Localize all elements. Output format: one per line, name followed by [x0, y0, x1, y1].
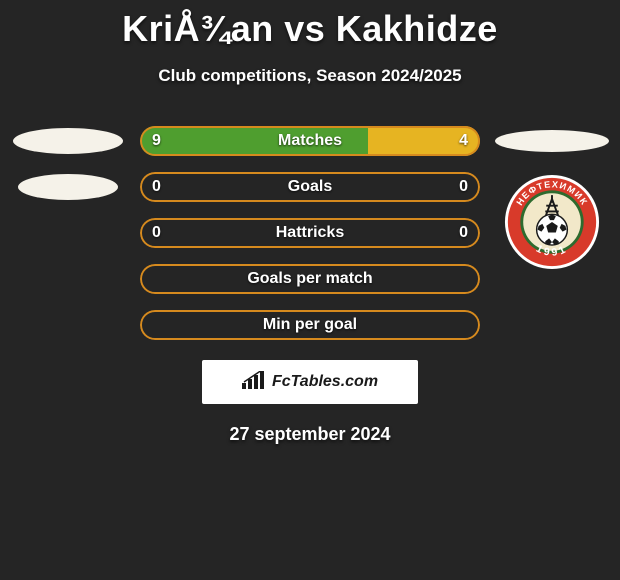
placeholder-ellipse	[495, 130, 609, 152]
stat-bar-label: Matches	[140, 126, 480, 156]
stat-bar: Goals per match	[140, 264, 480, 294]
stat-row-left-slot	[8, 310, 128, 340]
stat-row-left-slot	[8, 126, 128, 156]
chart-bars-icon	[242, 371, 266, 394]
date-line: 27 september 2024	[0, 424, 620, 445]
stat-bar-right-value: 4	[459, 126, 468, 156]
stat-bar-label: Hattricks	[140, 218, 480, 248]
stat-bar-label: Goals	[140, 172, 480, 202]
stat-row-left-slot	[8, 172, 128, 202]
placeholder-ellipse	[13, 128, 123, 154]
fctables-card: FcTables.com	[202, 360, 418, 404]
stat-bar: Goals0 0	[140, 172, 480, 202]
stat-bar: Hattricks0 0	[140, 218, 480, 248]
stat-bar-left-value: 0	[152, 218, 161, 248]
stat-bar-right-value: 0	[459, 172, 468, 202]
page-title: KriÅ¾an vs Kakhidze	[0, 0, 620, 50]
page-subtitle: Club competitions, Season 2024/2025	[0, 66, 620, 86]
stat-bar-left-value: 9	[152, 126, 161, 156]
stat-row-right-slot	[492, 310, 612, 340]
fctables-label: FcTables.com	[272, 373, 378, 391]
stat-row-left-slot	[8, 264, 128, 294]
stat-bar: Min per goal	[140, 310, 480, 340]
club-badge-neftekhimik: НЕФТЕХИМИК 1991	[504, 174, 600, 270]
placeholder-ellipse	[18, 174, 118, 200]
stat-bar: Matches9 4	[140, 126, 480, 156]
stat-bar-label: Goals per match	[140, 264, 480, 294]
stat-row: Min per goal	[0, 310, 620, 340]
stat-bar-right-value: 0	[459, 218, 468, 248]
stat-bar-left-value: 0	[152, 172, 161, 202]
stat-bar-label: Min per goal	[140, 310, 480, 340]
stat-row-right-slot	[492, 126, 612, 156]
stat-row: Matches9 4	[0, 126, 620, 156]
stat-row-left-slot	[8, 218, 128, 248]
